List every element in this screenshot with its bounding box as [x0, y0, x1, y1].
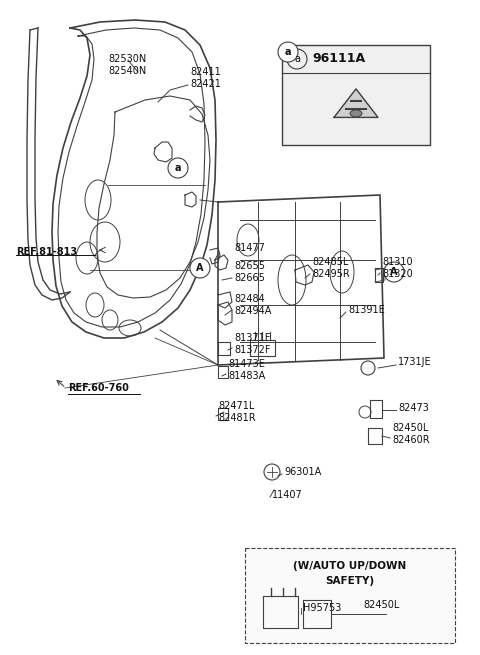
- Text: SAFETY): SAFETY): [325, 576, 374, 586]
- Text: 11407: 11407: [272, 490, 303, 500]
- Text: (W/AUTO UP/DOWN: (W/AUTO UP/DOWN: [293, 561, 407, 571]
- Text: 81371F
81372F: 81371F 81372F: [234, 333, 271, 355]
- Text: 82450L: 82450L: [363, 600, 399, 610]
- Text: REF.60-760: REF.60-760: [68, 383, 129, 393]
- Circle shape: [287, 49, 307, 69]
- Ellipse shape: [350, 110, 362, 117]
- Bar: [282, 45, 430, 145]
- Text: a: a: [294, 54, 300, 64]
- Text: A: A: [390, 267, 398, 277]
- Text: 82411
82421: 82411 82421: [190, 67, 221, 89]
- Polygon shape: [334, 89, 378, 117]
- Text: 81310
81320: 81310 81320: [382, 257, 413, 279]
- Text: H95753: H95753: [303, 603, 341, 613]
- Text: 1731JE: 1731JE: [398, 357, 432, 367]
- Text: 81477: 81477: [234, 243, 265, 253]
- Text: 82473: 82473: [398, 403, 429, 413]
- Bar: [245, 548, 455, 643]
- Text: 82655
82665: 82655 82665: [234, 261, 265, 283]
- Text: 82530N
82540N: 82530N 82540N: [108, 54, 146, 76]
- Text: 96111A: 96111A: [312, 52, 365, 66]
- Text: 96301A: 96301A: [284, 467, 321, 477]
- Text: 82484
82494A: 82484 82494A: [234, 294, 271, 316]
- Text: 81473E
81483A: 81473E 81483A: [228, 359, 265, 381]
- Circle shape: [168, 158, 188, 178]
- Circle shape: [190, 258, 210, 278]
- Text: A: A: [196, 263, 204, 273]
- Circle shape: [278, 42, 298, 62]
- Text: a: a: [285, 47, 291, 57]
- Text: 82485L
82495R: 82485L 82495R: [312, 257, 350, 279]
- Text: a: a: [175, 163, 181, 173]
- Text: REF.81-813: REF.81-813: [16, 247, 77, 257]
- Circle shape: [384, 262, 404, 282]
- Text: 81391E: 81391E: [348, 305, 385, 315]
- Text: 82471L
82481R: 82471L 82481R: [218, 402, 256, 422]
- Text: 82450L
82460R: 82450L 82460R: [392, 423, 430, 445]
